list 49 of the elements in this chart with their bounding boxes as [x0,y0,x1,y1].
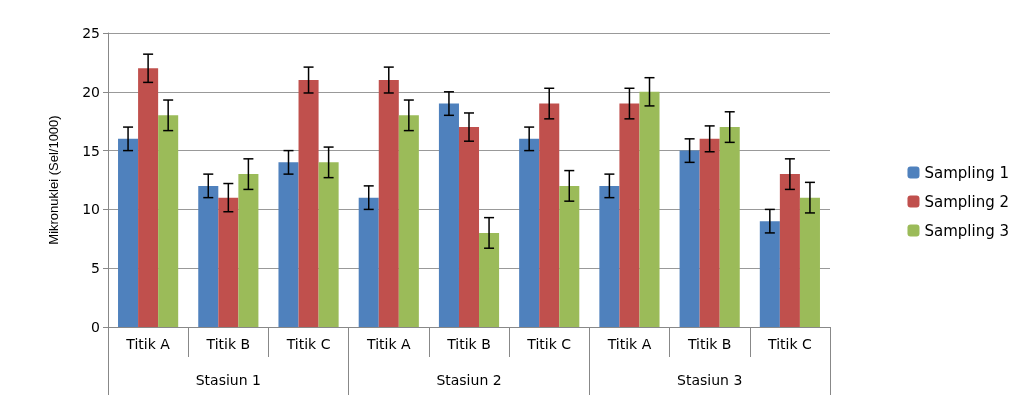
y-tick-label: 15 [82,142,100,159]
x-tick-label: Titik B [686,336,732,352]
bar [779,174,800,327]
bar [398,115,419,327]
bar [118,138,139,327]
bar [679,150,700,327]
bar [298,80,319,327]
x-tick-label: Titik C [526,336,572,352]
bar [599,185,620,327]
bar [458,127,480,327]
bar [358,197,379,327]
y-tick-label: 5 [91,260,100,277]
y-tick-label: 25 [82,25,100,41]
x-tick-label: Titik C [767,336,812,352]
text: Stasiun 2 [436,372,502,388]
bar [218,197,239,327]
bar [278,162,299,327]
bar [138,68,159,327]
bar [519,138,540,327]
bar [378,80,399,327]
x-tick-label: Titik C [285,336,331,352]
legend-label: Sampling 2 [924,192,1010,211]
y-tick-label: 20 [82,83,100,100]
bar [799,197,820,327]
bar [539,103,560,327]
x-tick-label: Titik A [606,336,652,352]
x-tick-label: Titik A [125,336,171,352]
text: Stasiun 3 [677,372,743,388]
bar [479,232,500,327]
text: Stasiun 1 [195,372,261,388]
bar [438,103,459,327]
x-tick-label: Titik B [205,336,251,352]
x-tick-label: Titik A [366,336,411,352]
x-tick-label: Titik B [446,336,491,352]
bar [198,185,219,327]
y-axis-title: Mikronuklei (Sel/1000) [46,115,61,245]
y-tick-label: 10 [82,201,100,218]
legend-label: Sampling 1 [924,163,1010,182]
bar [719,127,740,327]
bar [619,103,640,327]
bar [238,174,259,327]
bar [699,138,720,327]
y-tick-label: 0 [91,319,100,335]
bar [759,221,780,327]
legend-label: Sampling 3 [924,221,1010,240]
bar [639,91,660,327]
bar [559,185,580,327]
bar [318,162,339,327]
bar [158,115,179,327]
